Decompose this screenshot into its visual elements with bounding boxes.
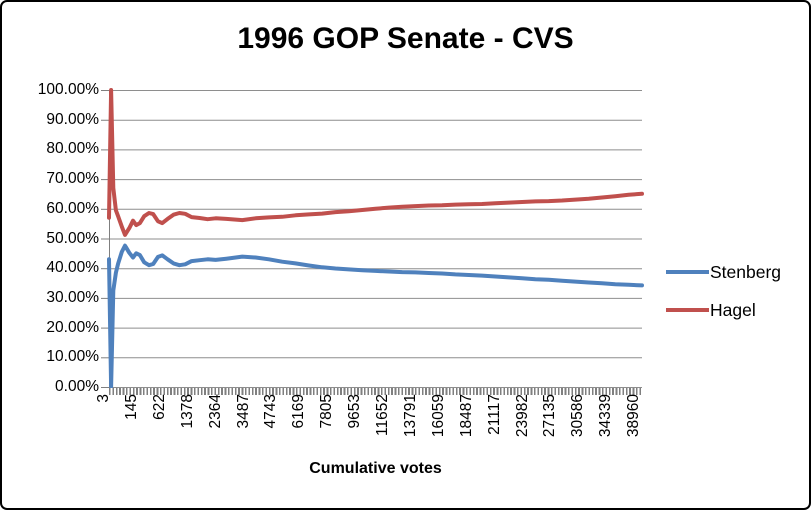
y-tick-label: 0.00% bbox=[55, 378, 99, 395]
y-tick-label: 70.00% bbox=[46, 170, 99, 188]
x-tick-label: 13791 bbox=[401, 394, 419, 438]
plot-area bbox=[101, 88, 644, 389]
x-tick-label: 3487 bbox=[234, 394, 252, 429]
legend-item-stenberg: Stenberg bbox=[666, 262, 781, 282]
y-tick-label: 10.00% bbox=[46, 348, 99, 366]
y-tick-label: 40.00% bbox=[46, 259, 99, 277]
x-tick-label: 4743 bbox=[262, 394, 280, 429]
legend-item-hagel: Hagel bbox=[666, 300, 756, 320]
x-tick-label: 145 bbox=[122, 394, 140, 420]
y-tick-label: 50.00% bbox=[46, 229, 99, 247]
x-tick-label: 21117 bbox=[485, 394, 503, 435]
x-tick-label: 27135 bbox=[541, 394, 559, 438]
x-axis-tick-marks bbox=[109, 388, 643, 395]
x-tick-label: 23982 bbox=[513, 394, 531, 438]
x-tick-label: 3 bbox=[95, 394, 112, 403]
legend-label: Stenberg bbox=[710, 261, 782, 282]
x-tick-label: 18487 bbox=[457, 394, 475, 438]
x-tick-label: 11652 bbox=[374, 394, 391, 436]
y-tick-label: 90.00% bbox=[46, 110, 99, 128]
legend-swatch-hagel bbox=[666, 308, 709, 312]
series-line-hagel bbox=[107, 88, 644, 237]
x-axis-title: Cumulative votes bbox=[309, 460, 442, 477]
legend-label: Hagel bbox=[710, 299, 756, 320]
y-tick-label: 60.00% bbox=[46, 199, 99, 217]
x-tick-label: 622 bbox=[150, 394, 168, 420]
series-line-stenberg bbox=[107, 243, 644, 389]
y-tick-label: 30.00% bbox=[46, 288, 99, 306]
x-tick-label: 6169 bbox=[290, 394, 308, 429]
y-tick-label: 20.00% bbox=[46, 318, 99, 336]
y-tick-label: 80.00% bbox=[46, 140, 99, 158]
y-tick-label: 100.00% bbox=[37, 81, 99, 98]
x-tick-label: 16059 bbox=[429, 394, 447, 438]
chart-title: 1996 GOP Senate - CVS bbox=[237, 22, 574, 55]
x-tick-label: 30586 bbox=[569, 394, 587, 438]
x-tick-label: 9653 bbox=[346, 394, 364, 429]
x-tick-label: 2364 bbox=[206, 394, 224, 429]
x-tick-label: 7805 bbox=[318, 394, 336, 429]
x-tick-label: 38960 bbox=[625, 394, 643, 438]
x-tick-label: 34339 bbox=[597, 394, 615, 438]
legend-swatch-stenberg bbox=[666, 270, 709, 274]
x-tick-label: 1378 bbox=[178, 394, 196, 429]
